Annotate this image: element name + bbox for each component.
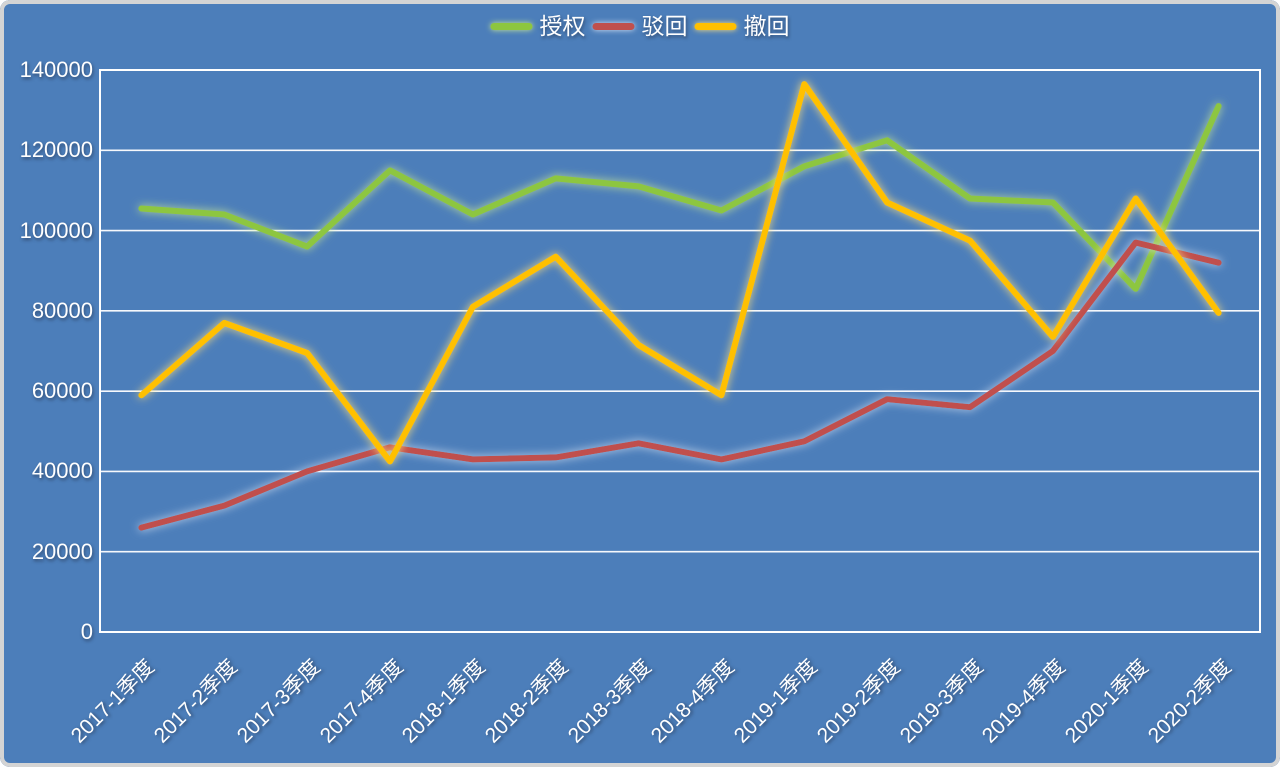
legend-item-authorized: 授权 bbox=[490, 13, 586, 39]
y-axis-tick-label: 120000 bbox=[19, 137, 93, 163]
y-axis-tick-label: 0 bbox=[80, 619, 93, 644]
legend-item-withdrawn: 撤回 bbox=[694, 13, 790, 39]
legend-item-rejected: 驳回 bbox=[592, 13, 688, 39]
legend-label-withdrawn: 撤回 bbox=[743, 13, 790, 39]
chart-legend: 授权 驳回 撤回 bbox=[490, 13, 790, 39]
y-axis-tick-label: 100000 bbox=[19, 217, 93, 243]
legend-swatch-rejected bbox=[592, 23, 635, 31]
legend-swatch-withdrawn bbox=[694, 23, 737, 31]
legend-swatch-authorized bbox=[490, 23, 533, 31]
y-axis-tick-label: 140000 bbox=[19, 57, 93, 82]
y-axis-tick-label: 60000 bbox=[31, 378, 93, 404]
legend-label-rejected: 驳回 bbox=[641, 13, 688, 39]
y-axis-tick-label: 80000 bbox=[31, 297, 93, 323]
y-axis-tick-label: 20000 bbox=[31, 538, 93, 564]
legend-label-authorized: 授权 bbox=[539, 13, 586, 39]
y-axis-tick-label: 40000 bbox=[31, 458, 93, 484]
